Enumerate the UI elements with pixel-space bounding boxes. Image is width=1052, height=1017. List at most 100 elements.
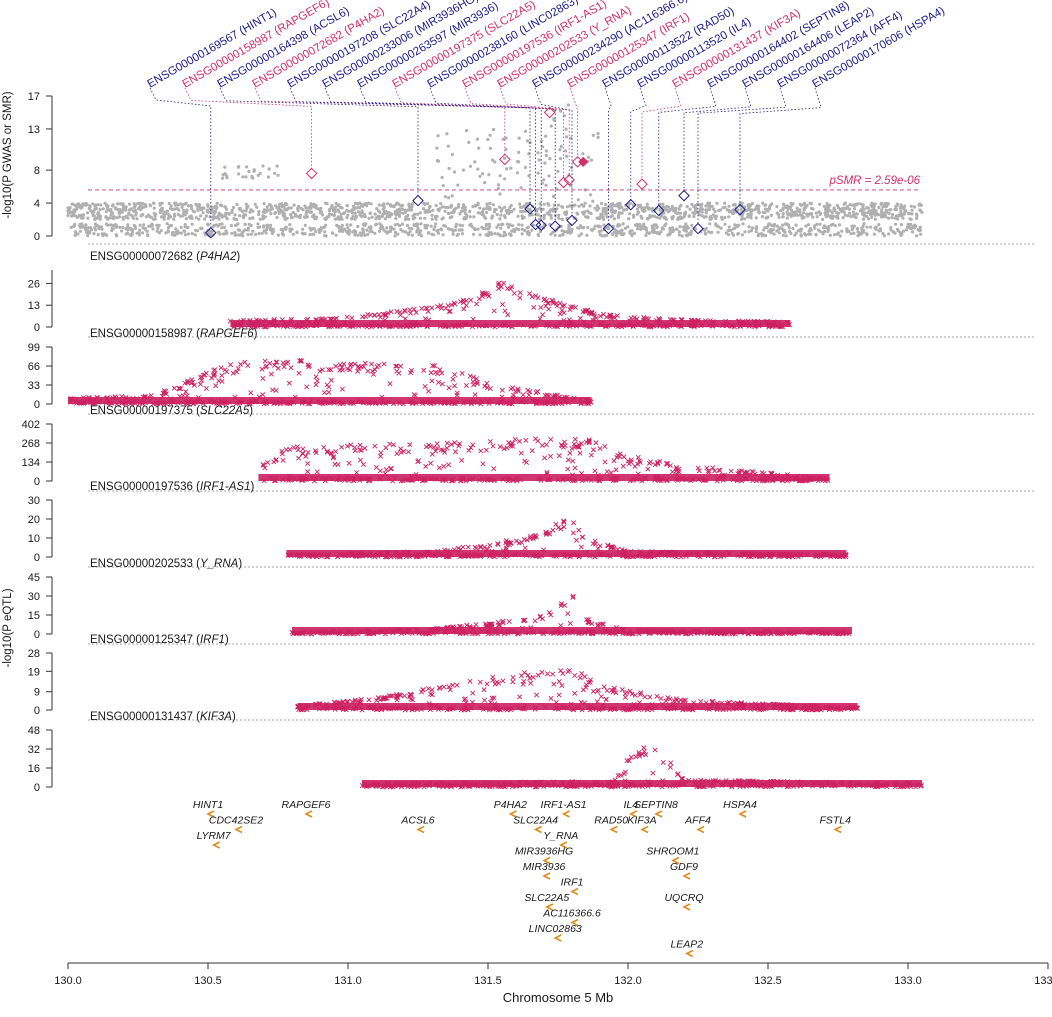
gwas-point bbox=[180, 205, 184, 209]
gwas-point bbox=[173, 207, 177, 211]
gwas-point bbox=[749, 212, 753, 216]
gwas-point bbox=[70, 202, 74, 206]
gwas-point bbox=[496, 186, 501, 190]
eqtl-point bbox=[376, 311, 382, 318]
gwas-point bbox=[152, 206, 156, 210]
gwas-point bbox=[102, 232, 106, 236]
gwas-point bbox=[353, 211, 357, 215]
gwas-point bbox=[703, 228, 707, 232]
gwas-point bbox=[557, 213, 561, 217]
gwas-point bbox=[581, 225, 586, 230]
gwas-point bbox=[852, 224, 856, 228]
gwas-point bbox=[815, 215, 819, 219]
gwas-point bbox=[223, 214, 227, 218]
eqtl-point bbox=[463, 298, 469, 304]
gwas-point bbox=[644, 233, 648, 238]
gwas-point bbox=[694, 203, 698, 208]
gwas-point bbox=[136, 201, 140, 206]
gwas-point bbox=[616, 215, 621, 219]
gwas-point bbox=[893, 231, 897, 235]
gwas-point bbox=[179, 202, 183, 206]
gwas-point bbox=[443, 195, 447, 199]
gwas-point bbox=[110, 223, 114, 227]
eqtl-point bbox=[613, 467, 619, 473]
gwas-point bbox=[817, 210, 821, 214]
gwas-point bbox=[777, 215, 781, 219]
eqtl-point bbox=[171, 385, 177, 391]
gwas-point bbox=[727, 215, 731, 219]
gwas-point bbox=[581, 152, 585, 156]
gwas-point bbox=[336, 224, 340, 228]
gwas-point bbox=[156, 224, 160, 228]
smr-probe-connector bbox=[184, 87, 313, 170]
gwas-point bbox=[334, 217, 339, 221]
eqtl-point bbox=[548, 436, 554, 443]
gwas-point bbox=[723, 222, 727, 226]
gwas-point bbox=[491, 203, 495, 207]
gwas-point bbox=[323, 230, 327, 234]
eqtl-baseline-band bbox=[230, 320, 791, 327]
eqtl-point bbox=[218, 365, 224, 371]
eqtl-y-tick-label: 26 bbox=[28, 278, 40, 290]
gwas-point bbox=[369, 227, 373, 231]
eqtl-point bbox=[669, 469, 676, 475]
gwas-point bbox=[92, 232, 96, 236]
gwas-point bbox=[889, 228, 893, 232]
gwas-point bbox=[238, 214, 242, 218]
gwas-point bbox=[84, 223, 88, 227]
gwas-point bbox=[120, 229, 124, 233]
gwas-point bbox=[477, 146, 481, 150]
gwas-point bbox=[407, 217, 411, 221]
gwas-point bbox=[89, 209, 93, 213]
gwas-point bbox=[488, 207, 492, 211]
gwas-point bbox=[251, 176, 255, 180]
gwas-point bbox=[600, 212, 604, 216]
gwas-point bbox=[715, 201, 719, 205]
gwas-point bbox=[262, 202, 266, 206]
gwas-point bbox=[737, 223, 741, 227]
gwas-point bbox=[576, 212, 580, 216]
gwas-point bbox=[874, 209, 878, 213]
gwas-point bbox=[287, 206, 291, 210]
eqtl-point bbox=[472, 392, 478, 398]
gwas-point bbox=[516, 160, 520, 164]
gwas-point bbox=[194, 228, 198, 232]
gwas-point bbox=[881, 231, 885, 236]
eqtl-point bbox=[374, 364, 380, 370]
gwas-point bbox=[85, 230, 89, 234]
gwas-point bbox=[109, 208, 113, 212]
eqtl-gene-symbol: SLC22A5 bbox=[200, 405, 250, 417]
eqtl-y-tick-label: 30 bbox=[28, 591, 40, 603]
eqtl-point bbox=[480, 461, 486, 467]
gwas-point bbox=[311, 214, 315, 219]
eqtl-point bbox=[360, 314, 366, 320]
gwas-point bbox=[530, 228, 534, 232]
gwas-point bbox=[618, 223, 622, 227]
gwas-point bbox=[546, 202, 550, 206]
gwas-point bbox=[747, 205, 751, 209]
gwas-point bbox=[852, 213, 856, 217]
gwas-point bbox=[256, 222, 260, 226]
gwas-point bbox=[261, 164, 265, 168]
eqtl-point bbox=[283, 447, 289, 453]
gwas-point bbox=[699, 207, 703, 211]
eqtl-y-tick-label: 10 bbox=[28, 533, 40, 545]
gwas-point bbox=[199, 214, 203, 218]
eqtl-point bbox=[297, 358, 303, 364]
gwas-point bbox=[809, 201, 814, 206]
gwas-point bbox=[730, 231, 734, 235]
eqtl-point bbox=[326, 384, 332, 390]
gwas-point bbox=[413, 212, 417, 216]
gwas-point bbox=[873, 217, 878, 221]
gwas-point bbox=[318, 230, 322, 235]
gwas-point bbox=[245, 165, 249, 169]
gwas-point bbox=[661, 202, 665, 206]
gwas-point bbox=[172, 233, 176, 237]
eqtl-point bbox=[321, 444, 327, 450]
gwas-point bbox=[543, 161, 547, 165]
gwas-point bbox=[481, 172, 485, 176]
gwas-point bbox=[586, 215, 590, 220]
gwas-point bbox=[407, 226, 411, 230]
gwas-point bbox=[181, 214, 185, 218]
